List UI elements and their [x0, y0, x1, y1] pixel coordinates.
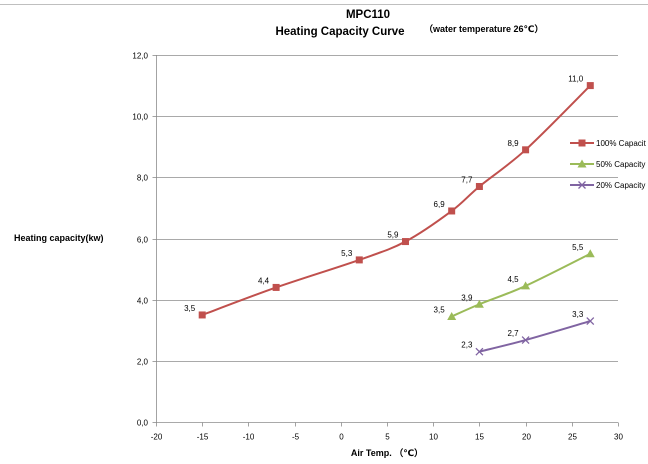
- legend-label: 20% Capacity: [596, 181, 645, 190]
- data-label: 5,5: [572, 243, 584, 252]
- x-tick-label: 0: [339, 433, 344, 442]
- data-label: 4,4: [258, 276, 270, 285]
- x-tick-label: -15: [197, 433, 209, 442]
- data-label: 8,9: [507, 139, 519, 148]
- data-label: 7,7: [461, 176, 473, 185]
- chart-subtitle: Heating Capacity Curve: [275, 26, 404, 38]
- data-label: 11,0: [568, 75, 584, 84]
- data-point-marker: [521, 336, 530, 344]
- data-point-marker: [475, 183, 483, 191]
- data-labels: 3,5 4,4 5,3 5,9 6,9 7,7 8,9 11,0 3,5 3,9 4,5 5,5 2,3…: [184, 75, 584, 350]
- x-tick-label: -20: [151, 433, 163, 442]
- data-point-marker: [586, 82, 594, 90]
- data-label: 2,3: [461, 341, 473, 350]
- x-tick-label: 5: [385, 433, 390, 442]
- data-point-marker: [198, 311, 206, 319]
- y-tick-label: 2,0: [137, 358, 149, 367]
- x-tick-label: -5: [292, 433, 300, 442]
- y-tick-label: 6,0: [137, 236, 149, 245]
- y-tick-label: 4,0: [137, 297, 149, 306]
- legend-marker: [578, 139, 586, 147]
- axes: [152, 55, 619, 427]
- legend-label: 50% Capacity: [596, 160, 645, 169]
- x-tick-label: 25: [568, 433, 577, 442]
- chart-note: （water temperature 26℃）: [424, 24, 543, 34]
- data-point-marker: [474, 299, 484, 308]
- x-tick-label: 20: [522, 433, 531, 442]
- series-line: [451, 252, 591, 318]
- data-point-marker: [522, 146, 530, 154]
- data-label: 4,5: [507, 275, 519, 284]
- legend-marker: [577, 159, 587, 168]
- x-tick-label: 30: [614, 433, 623, 442]
- x-tick-label: -10: [243, 433, 255, 442]
- data-label: 3,3: [572, 310, 584, 319]
- y-tick-label: 10,0: [132, 113, 148, 122]
- data-point-marker: [355, 256, 363, 264]
- data-point-marker: [272, 283, 280, 291]
- y-tick-label: 12,0: [132, 52, 148, 61]
- data-label: 3,5: [434, 305, 446, 314]
- legend-marker: [578, 181, 586, 189]
- y-tick-label: 0,0: [137, 419, 149, 428]
- y-tick-label: 8,0: [137, 174, 149, 183]
- data-label: 2,7: [507, 329, 519, 338]
- gridlines: [156, 55, 618, 362]
- legend: 100% Capacit 50% Capacity 20% Capacity: [570, 139, 647, 190]
- x-tick-label: 15: [475, 433, 484, 442]
- data-point-marker: [475, 347, 484, 356]
- data-point-marker: [401, 238, 409, 246]
- legend-label: 100% Capacit: [596, 139, 647, 148]
- data-point-marker: [585, 249, 595, 258]
- data-label: 5,9: [387, 231, 399, 240]
- data-label: 3,5: [184, 304, 196, 313]
- data-point-marker: [586, 317, 595, 326]
- x-tick-label: 10: [429, 433, 438, 442]
- data-point-marker: [521, 281, 531, 290]
- data-label: 6,9: [434, 200, 446, 209]
- data-label: 3,9: [461, 293, 473, 302]
- data-point-marker: [448, 207, 456, 215]
- data-label: 5,3: [341, 249, 353, 258]
- series-markers: [198, 82, 595, 356]
- data-point-marker: [447, 311, 457, 320]
- chart-title: MPC110: [346, 9, 390, 21]
- tick-labels: 0,0 2,0 4,0 6,0 8,0 10,0 12,0 -20 -15 -10 -5 0 5 10 15…: [132, 52, 623, 442]
- y-axis-label: Heating capacity(kw): [14, 233, 104, 243]
- x-axis-label: Air Temp. （℃）: [351, 448, 423, 458]
